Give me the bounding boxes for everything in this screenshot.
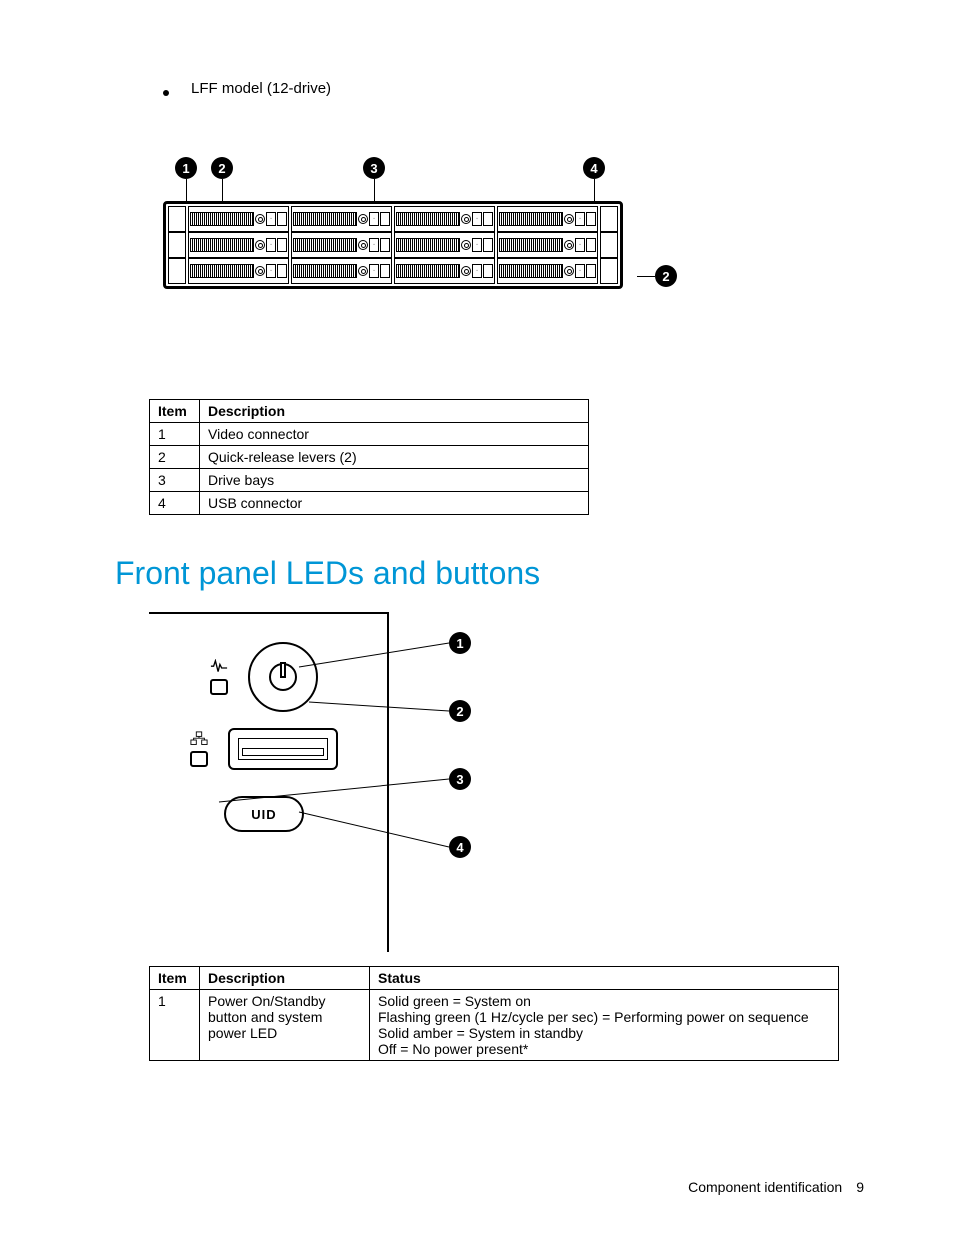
nic-led [190,751,208,767]
status-cell: Solid green = System on Flashing green (… [370,990,839,1061]
d2-callout-3: 3 [449,768,471,790]
callout-2-side: 2 [655,265,677,287]
th-status: Status [370,967,839,990]
lff-diagram: 1 2 3 4 ◦ ◦ ◦ ◦ ◦ ◦ ◦ ◦ ◦ ◦ ◦ [163,157,643,289]
item-description-table: Item Description 1Video connector 2Quick… [149,399,589,515]
d2-callout-1: 1 [449,632,471,654]
health-led [210,679,228,695]
th-item: Item [150,400,200,423]
th-desc: Description [200,967,370,990]
bullet-item: LFF model (12-drive) [163,80,864,97]
footer-page: 9 [856,1179,864,1195]
callout-1: 1 [175,157,197,179]
d2-callout-4: 4 [449,836,471,858]
uid-button: UID [224,796,304,832]
bullet-text: LFF model (12-drive) [191,80,331,97]
page-footer: Component identification 9 [688,1179,864,1195]
table-row: 3Drive bays [150,469,589,492]
power-button [248,642,318,712]
section-heading: Front panel LEDs and buttons [115,555,864,592]
th-item: Item [150,967,200,990]
front-panel-diagram: UID 1 2 3 4 [149,612,849,952]
table-row: 2Quick-release levers (2) [150,446,589,469]
table-row: 4USB connector [150,492,589,515]
activity-icon [210,659,228,673]
callout-4: 4 [583,157,605,179]
table-row: 1Video connector [150,423,589,446]
network-icon [190,731,208,745]
callout-row: 1 2 3 4 [163,157,643,197]
usb-port [228,728,338,770]
status-table: Item Description Status 1 Power On/Stand… [149,966,839,1061]
callout-2: 2 [211,157,233,179]
table-row: 1 Power On/Standby button and system pow… [150,990,839,1061]
footer-label: Component identification [688,1179,842,1195]
chassis: ◦ ◦ ◦ ◦ ◦ ◦ ◦ ◦ ◦ ◦ ◦ ◦ [163,201,623,289]
th-desc: Description [200,400,589,423]
bullet-dot [163,90,169,96]
callout-3: 3 [363,157,385,179]
d2-callout-2: 2 [449,700,471,722]
